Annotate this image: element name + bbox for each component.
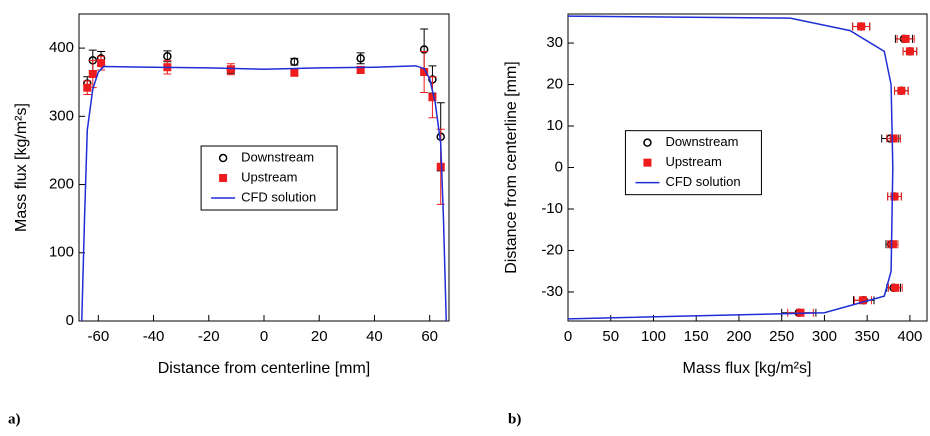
y-tick-label: 200 <box>49 176 74 193</box>
legend: Downstream Upstream CFD solution <box>200 145 338 211</box>
marker <box>290 57 299 67</box>
legend-label: CFD solution <box>665 174 740 189</box>
marker <box>356 54 365 63</box>
marker <box>356 65 365 74</box>
x-tick-label: 50 <box>602 328 619 345</box>
x-tick-label: 100 <box>641 328 666 345</box>
marker <box>88 70 97 79</box>
marker <box>219 174 228 183</box>
marker <box>890 192 899 201</box>
marker <box>218 153 228 163</box>
legend: Downstream Upstream CFD solution <box>624 130 762 196</box>
marker <box>888 240 897 249</box>
x-tick-label: 200 <box>726 328 751 345</box>
y-tick-label: 400 <box>49 39 74 56</box>
marker <box>891 283 900 292</box>
x-axis-label: Distance from centerline [mm] <box>158 360 371 377</box>
cfd-line <box>567 15 894 320</box>
x-tick-label: 60 <box>421 328 438 345</box>
y-tick-label: 30 <box>546 34 563 51</box>
x-tick-label: 20 <box>311 328 328 345</box>
panel-label: b) <box>508 411 521 427</box>
y-tick-label: 10 <box>546 117 563 134</box>
marker <box>643 138 652 147</box>
y-tick-label: 300 <box>49 107 74 124</box>
cfd-line <box>81 65 447 322</box>
x-tick-label: -40 <box>143 328 165 345</box>
y-tick-label: -10 <box>541 200 563 217</box>
marker <box>420 67 429 76</box>
marker <box>436 162 445 171</box>
marker <box>857 22 866 31</box>
x-tick-label: 0 <box>564 328 572 345</box>
legend-label: CFD solution <box>241 189 316 204</box>
marker <box>643 158 652 167</box>
marker <box>905 47 914 56</box>
x-tick-label: 150 <box>684 328 709 345</box>
x-tick-label: 400 <box>897 328 922 345</box>
legend-label: Upstream <box>665 154 721 169</box>
marker <box>897 86 906 95</box>
legend-label: Upstream <box>241 169 297 184</box>
y-tick-label: 0 <box>555 158 563 175</box>
y-tick-label: -30 <box>541 283 563 300</box>
y-tick-label: 20 <box>546 75 563 92</box>
marker <box>290 68 299 77</box>
x-tick-label: 350 <box>855 328 880 345</box>
x-tick-label: 0 <box>260 328 268 345</box>
legend-label: Downstream <box>241 149 314 164</box>
y-axis-label: Distance from centerline [mm] <box>503 61 520 274</box>
x-tick-label: 40 <box>366 328 383 345</box>
x-tick-label: 300 <box>812 328 837 345</box>
y-axis-label: Mass flux [kg/m²s] <box>13 103 30 232</box>
y-tick-label: 0 <box>66 312 74 329</box>
marker <box>226 65 235 74</box>
y-tick-label: 100 <box>49 244 74 261</box>
marker <box>858 296 867 305</box>
x-tick-label: 250 <box>769 328 794 345</box>
x-axis-label: Mass flux [kg/m²s] <box>683 360 812 377</box>
marker <box>83 83 92 92</box>
y-tick-label: -20 <box>541 241 563 258</box>
legend-label: Downstream <box>665 134 738 149</box>
marker <box>163 52 172 61</box>
marker <box>901 34 910 43</box>
x-tick-label: -20 <box>198 328 220 345</box>
marker <box>889 134 898 143</box>
x-tick-label: -60 <box>87 328 109 345</box>
panel-label: a) <box>8 411 21 427</box>
marker <box>97 59 106 68</box>
marker <box>428 93 437 102</box>
